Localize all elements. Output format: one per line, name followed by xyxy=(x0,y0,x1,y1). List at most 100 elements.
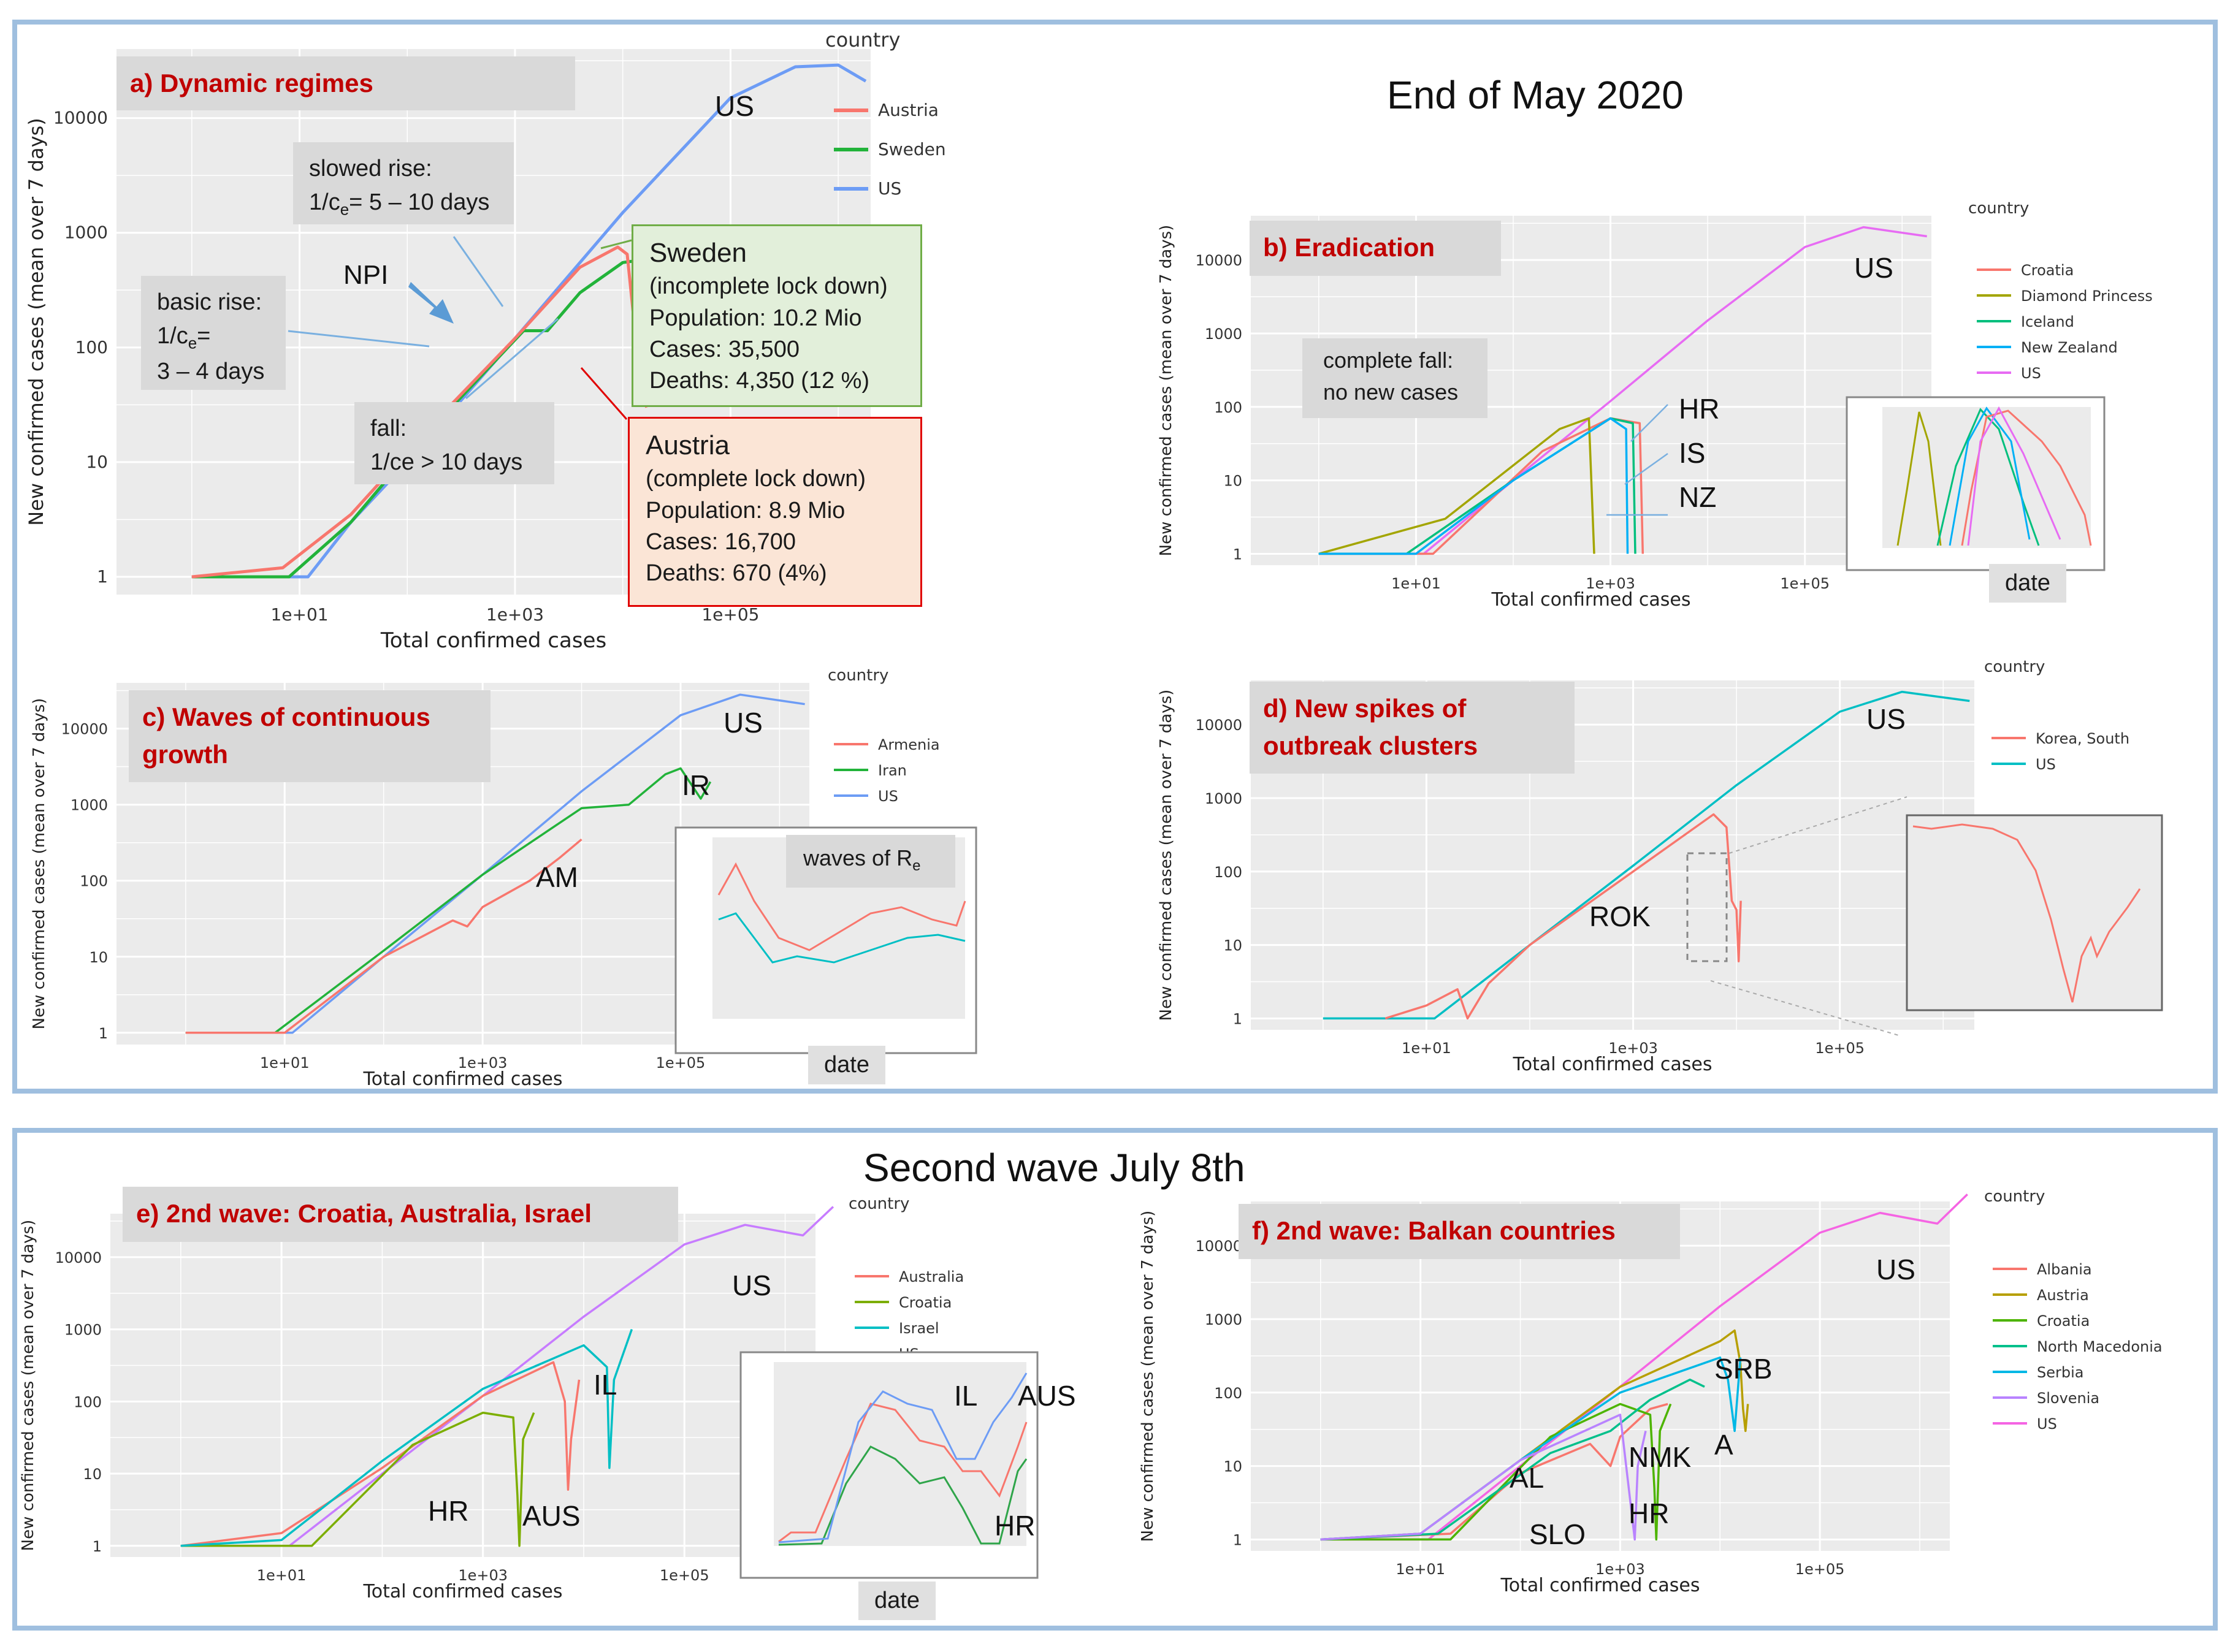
panel-a-xtick: 1e+05 xyxy=(701,604,759,625)
panel-f-label-a: A xyxy=(1714,1429,1733,1461)
panel-d-inset-series-korea xyxy=(1912,823,2141,1003)
panel-f-label-srb: SRB xyxy=(1714,1353,1773,1385)
panel-c-series-armenia xyxy=(185,838,582,1034)
header-end-of-may: End of May 2020 xyxy=(1387,73,1684,117)
panel-e-xtick: 1e+05 xyxy=(660,1567,709,1584)
panel-f-legend-label: Austria xyxy=(2037,1287,2089,1304)
panel-c-title: c) Waves of continuous growth xyxy=(129,690,491,782)
panel-e-inset-plot xyxy=(774,1362,1026,1546)
panel-b-series-us xyxy=(1318,226,1927,555)
panel-c-xtick: 1e+01 xyxy=(260,1054,310,1072)
panel-b-title: b) Eradication xyxy=(1250,221,1501,276)
panel-a-title: a) Dynamic regimes xyxy=(116,56,575,110)
panel-f-series-slovenia xyxy=(1320,1414,1647,1541)
panel-f-title: f) 2nd wave: Balkan countries xyxy=(1239,1204,1680,1259)
panel-f-legend-title: country xyxy=(1984,1187,2045,1206)
basic-rise-pointer xyxy=(288,330,430,348)
slowed-rise-box: slowed rise: 1/ce= 5 – 10 days xyxy=(293,142,514,224)
panel-a-ytick: 1000 xyxy=(64,223,108,243)
panel-e-series-croatia xyxy=(180,1411,535,1547)
panel-f-xtick: 1e+05 xyxy=(1795,1561,1845,1578)
panel-d-label-us: US xyxy=(1866,703,1906,735)
panel-c-xlabel: Total confirmed cases xyxy=(362,1068,562,1090)
panel-d-title-line1: d) New spikes of xyxy=(1263,694,1467,723)
panel-e-plot-bg xyxy=(110,1214,815,1557)
panel-b-ytick: 1 xyxy=(1233,546,1242,563)
fall-line1: fall: xyxy=(370,416,407,441)
panel-f-series-north-macedonia xyxy=(1320,1378,1705,1541)
panel-e-title: e) 2nd wave: Croatia, Australia, Israel xyxy=(123,1187,678,1242)
panel-e-ytick: 1 xyxy=(93,1538,102,1555)
npi-label: NPI xyxy=(343,260,389,290)
panel-e-inset-hr: HR xyxy=(995,1510,1036,1542)
panel-c-label-am: AM xyxy=(536,861,578,893)
panel-e-series-australia xyxy=(180,1361,581,1547)
panel-d-label-rok: ROK xyxy=(1589,900,1651,932)
panel-c-label-ir: IR xyxy=(682,769,710,801)
panel-d-legend-label: US xyxy=(2036,756,2056,773)
panel-d-title: d) New spikes of outbreak clusters xyxy=(1250,682,1575,774)
panel-f-ylabel: New confirmed cases (mean over 7 days) xyxy=(1139,1211,1157,1542)
panel-f-xtick: 1e+01 xyxy=(1396,1561,1445,1578)
panel-a-ytick: 10 xyxy=(86,452,108,472)
sweden-info-box: Sweden (incomplete lock down) Population… xyxy=(632,224,922,407)
panel-d-ytick: 1000 xyxy=(1205,790,1242,807)
complete-fall-line1: complete fall: xyxy=(1323,348,1454,373)
complete-fall-box: complete fall: no new cases xyxy=(1302,338,1487,418)
panel-d-zoom-line xyxy=(1728,796,1907,854)
panel-e-xlabel: Total confirmed cases xyxy=(362,1581,562,1602)
panel-f-legend-label: Croatia xyxy=(2037,1312,2090,1330)
panel-d-xlabel: Total confirmed cases xyxy=(1512,1054,1712,1075)
panel-f-legend-label: Albania xyxy=(2037,1261,2092,1278)
panel-b-legend-label: New Zealand xyxy=(2021,339,2118,356)
panel-e-inset-series-australia xyxy=(778,1403,1028,1543)
panel-d-inset xyxy=(1906,814,2163,1011)
sweden-box-line: Population: 10.2 Mio xyxy=(649,305,862,331)
panel-e-ytick: 1000 xyxy=(64,1322,102,1339)
panel-c-series-us xyxy=(185,693,805,1034)
austria-box-line: (complete lock down) xyxy=(646,466,866,492)
panel-d-series-us xyxy=(1323,690,1970,1020)
panel-f-xtick: 1e+03 xyxy=(1595,1561,1645,1578)
panel-b-legend-label: US xyxy=(2021,365,2041,382)
panel-e-legend-title: country xyxy=(849,1195,909,1213)
waves-re-sub: e xyxy=(912,858,921,875)
panel-a-ylabel: New confirmed cases (mean over 7 days) xyxy=(25,118,48,525)
panel-e-label-us: US xyxy=(732,1269,771,1301)
panel-e-inset-aus: AUS xyxy=(1018,1380,1076,1412)
panel-e-inset-series-israel xyxy=(778,1372,1028,1544)
panel-f-ytick: 100 xyxy=(1214,1385,1242,1402)
panel-b-ytick: 10 xyxy=(1223,473,1242,490)
panel-d-ytick: 1 xyxy=(1233,1010,1242,1027)
panel-b-legend-label: Iceland xyxy=(2021,313,2074,330)
basic-rise-line3: 3 – 4 days xyxy=(157,359,265,385)
panel-c-title-line2: growth xyxy=(142,739,228,769)
panel-f-label-hr: HR xyxy=(1629,1498,1670,1529)
panel-b-date-label: date xyxy=(1989,564,2066,603)
panel-b-xtick: 1e+05 xyxy=(1780,575,1830,592)
sweden-pointer xyxy=(600,239,632,249)
panel-a-ytick: 10000 xyxy=(53,108,108,128)
basic-rise-line2: 1/ce= xyxy=(157,323,211,352)
panel-f-label-slo: SLO xyxy=(1529,1518,1586,1550)
austria-box-line: Cases: 16,700 xyxy=(646,528,796,555)
panel-d-ytick: 100 xyxy=(1214,864,1242,881)
waves-re-box: waves of Re xyxy=(786,835,955,888)
panel-b-hr-pointer xyxy=(1630,404,1668,442)
panel-a-xlabel: Total confirmed cases xyxy=(380,628,606,653)
panel-d-xtick: 1e+03 xyxy=(1608,1040,1658,1057)
basic-rise-line1: basic rise: xyxy=(157,289,262,315)
panel-e-xtick: 1e+03 xyxy=(458,1567,508,1584)
panel-d-ytick: 10000 xyxy=(1196,717,1242,734)
bottom-section-frame xyxy=(12,1128,2218,1631)
panel-b-inset-series xyxy=(1936,408,2040,546)
top-section-frame xyxy=(12,20,2218,1094)
panel-c-title-line1: c) Waves of continuous xyxy=(142,702,430,731)
panel-c-label-us: US xyxy=(724,707,763,739)
panel-c-legend-label: Iran xyxy=(878,762,907,779)
panel-c-ytick: 10 xyxy=(89,949,108,966)
panel-e-label-aus: AUS xyxy=(522,1500,581,1532)
fall-line2: 1/ce > 10 days xyxy=(370,449,523,476)
panel-b-legend-title: country xyxy=(1968,199,2029,218)
panel-f-legend-label: US xyxy=(2037,1415,2057,1433)
